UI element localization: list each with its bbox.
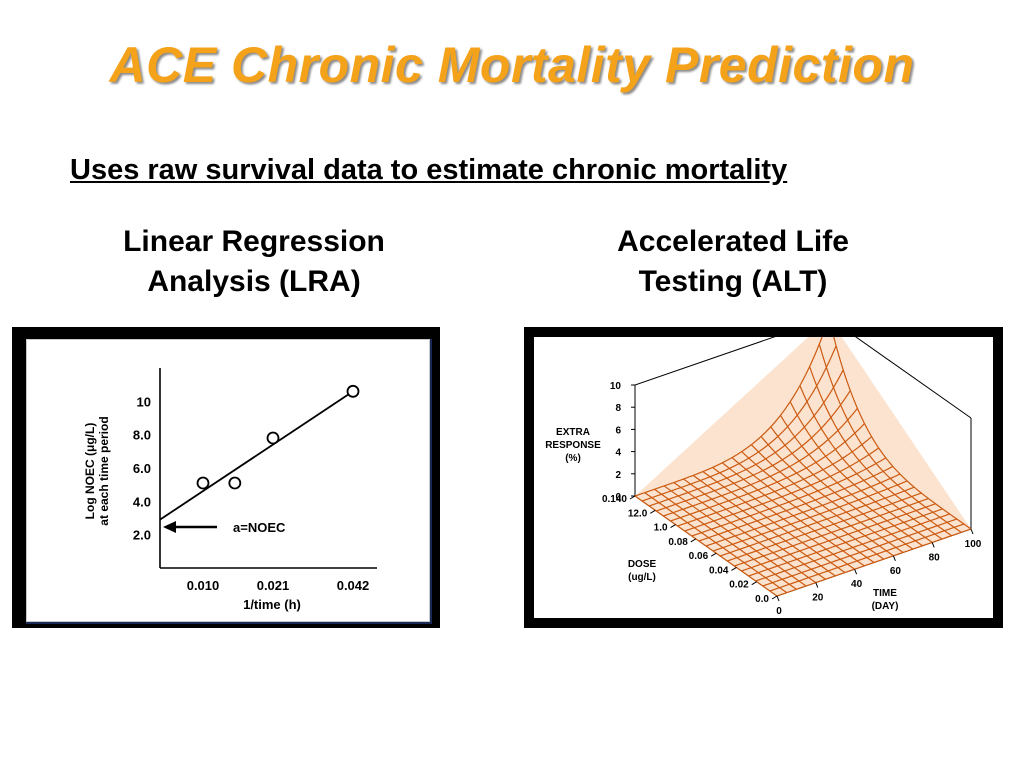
alt-z-tick-label: 6: [615, 425, 621, 436]
alt-surface-dose-line: [677, 436, 872, 527]
alt-time-label-line-1: TIME: [873, 588, 897, 599]
alt-surface-time-line: [789, 401, 933, 543]
alt-dose-label-line-1: DOSE: [628, 559, 657, 570]
alt-surface-dose-line: [670, 423, 865, 522]
lra-y-tick-label: 10: [137, 394, 151, 409]
alt-time-tick: [854, 569, 858, 575]
alt-surface-time-line: [741, 451, 885, 560]
lra-x-tick-label: 0.010: [187, 578, 220, 593]
alt-surface-time-line: [779, 415, 923, 547]
lra-heading: Linear Regression Analysis (LRA): [84, 222, 424, 302]
lra-y-tick-label: 2.0: [133, 528, 151, 543]
alt-heading: Accelerated Life Testing (ALT): [568, 222, 898, 302]
lra-y-tick-label: 6.0: [133, 461, 151, 476]
alt-surface-time-line: [750, 444, 894, 557]
slide-title: ACE Chronic Mortality Prediction: [109, 37, 915, 93]
lra-data-point: [228, 476, 242, 490]
alt-dose-label-line-2: (ug/L): [628, 572, 656, 583]
alt-dose-tick: [751, 581, 757, 586]
lra-regression-line: [159, 390, 354, 521]
alt-surface-dose-line: [684, 447, 880, 532]
alt-heading-line-2: Testing (ALT): [638, 265, 828, 298]
alt-time-tick: [815, 582, 819, 588]
alt-dose-tick-label: 0.0: [755, 594, 769, 605]
alt-z-label-line-2: RESPONSE: [545, 440, 601, 451]
lra-data-point: [346, 384, 360, 398]
alt-surface-dose-line: [641, 345, 837, 502]
alt-dose-tick: [650, 509, 656, 514]
alt-time-tick-label: 100: [965, 539, 982, 550]
alt-surface-dose-line: [634, 317, 830, 497]
alt-surface-dose-line: [691, 457, 887, 537]
lra-x-tick-label: 0.021: [257, 578, 290, 593]
alt-z-label-line-1: EXTRA: [556, 427, 590, 438]
lra-y-label-line-1: Log NOEC (μg/L): [83, 423, 97, 520]
alt-dose-tick-label: 1.0: [654, 523, 668, 534]
alt-z-tick-label: 10: [610, 381, 622, 392]
lra-x-tick-label: 0.042: [337, 578, 370, 593]
lra-heading-line-2: Analysis (LRA): [147, 265, 361, 298]
alt-z-tick-label: 2: [615, 470, 621, 481]
lra-chart-panel: 2.0 4.0 6.0 8.0 10 0.010 0.021 0.042 Log NOEC …: [12, 327, 440, 628]
lra-y-tick-label: 4.0: [133, 494, 151, 509]
alt-dose-tick-label: 0.140: [602, 494, 627, 505]
alt-dose-tick-label: 0.08: [668, 537, 688, 548]
alt-surface-time-line: [828, 317, 972, 530]
lra-y-tick-label: 8.0: [133, 428, 151, 443]
alt-time-tick-label: 40: [851, 579, 863, 590]
alt-time-tick-label: 80: [929, 552, 941, 563]
alt-z-tick-label: 8: [615, 403, 621, 414]
lra-chart: 2.0 4.0 6.0 8.0 10 0.010 0.021 0.042 Log NOEC …: [83, 368, 377, 612]
alt-time-tick: [970, 528, 974, 535]
alt-surface-time-line: [799, 385, 943, 540]
alt-heading-line-1: Accelerated Life: [617, 225, 849, 258]
alt-surface-dose-line: [649, 369, 844, 507]
lra-data-point: [196, 476, 210, 490]
alt-chart-panel: 0 2 4 6 8 10 0.0 0.02 0.04 0.06 0.08 1.0 12.0 0.140 …: [524, 317, 1003, 628]
alt-chart-area: 0 2 4 6 8 10 0.0 0.02 0.04 0.06 0.08 1.0 12.0 0.140 …: [534, 317, 993, 618]
alt-time-tick-label: 0: [776, 606, 782, 617]
alt-surface-time-line: [760, 436, 904, 553]
alt-dose-tick: [710, 552, 717, 557]
alt-time-tick: [892, 555, 896, 561]
alt-z-tick-label: 4: [615, 448, 621, 459]
alt-time-tick-label: 20: [812, 593, 824, 604]
lra-noec-arrowhead: [163, 521, 176, 533]
alt-dose-tick: [629, 495, 636, 500]
alt-surface-dose-line: [663, 407, 858, 517]
lra-x-label: 1/time (h): [243, 597, 301, 612]
alt-surface-dose-line: [698, 465, 894, 542]
alt-dose-tick: [690, 538, 697, 543]
alt-dose-tick-label: 12.0: [628, 508, 648, 519]
slide-subtitle: Uses raw survival data to estimate chron…: [70, 154, 788, 186]
lra-chart-card: 2.0 4.0 6.0 8.0 10 0.010 0.021 0.042 Log NOEC …: [26, 339, 432, 624]
alt-time-tick-label: 60: [890, 566, 902, 577]
alt-surface-dose-line: [656, 390, 851, 512]
lra-data-point: [266, 431, 280, 445]
alt-time-tick: [776, 595, 780, 602]
alt-dose-tick-label: 0.06: [689, 551, 709, 562]
lra-noec-annotation: a=NOEC: [233, 520, 286, 535]
alt-dose-tick: [670, 524, 676, 529]
alt-time-tick: [931, 542, 935, 548]
alt-z-tick-label: 0: [615, 492, 621, 503]
alt-surface-time-line: [731, 457, 875, 563]
lra-y-label-line-2: at each time period: [97, 416, 111, 525]
alt-surface-time-line: [809, 366, 952, 537]
alt-surface-time-line: [770, 426, 914, 550]
alt-z-label-line-3: (%): [565, 453, 581, 464]
alt-dose-tick-label: 0.02: [729, 580, 749, 591]
lra-heading-line-1: Linear Regression: [123, 225, 385, 258]
alt-surface-time-line: [818, 344, 962, 533]
lra-chart-area: 2.0 4.0 6.0 8.0 10 0.010 0.021 0.042 Log NOEC …: [26, 339, 430, 622]
alt-dose-tick: [771, 595, 778, 600]
alt-dose-tick: [731, 566, 737, 571]
alt-time-label-line-2: (DAY): [872, 601, 899, 612]
alt-dose-tick-label: 0.04: [709, 565, 729, 576]
